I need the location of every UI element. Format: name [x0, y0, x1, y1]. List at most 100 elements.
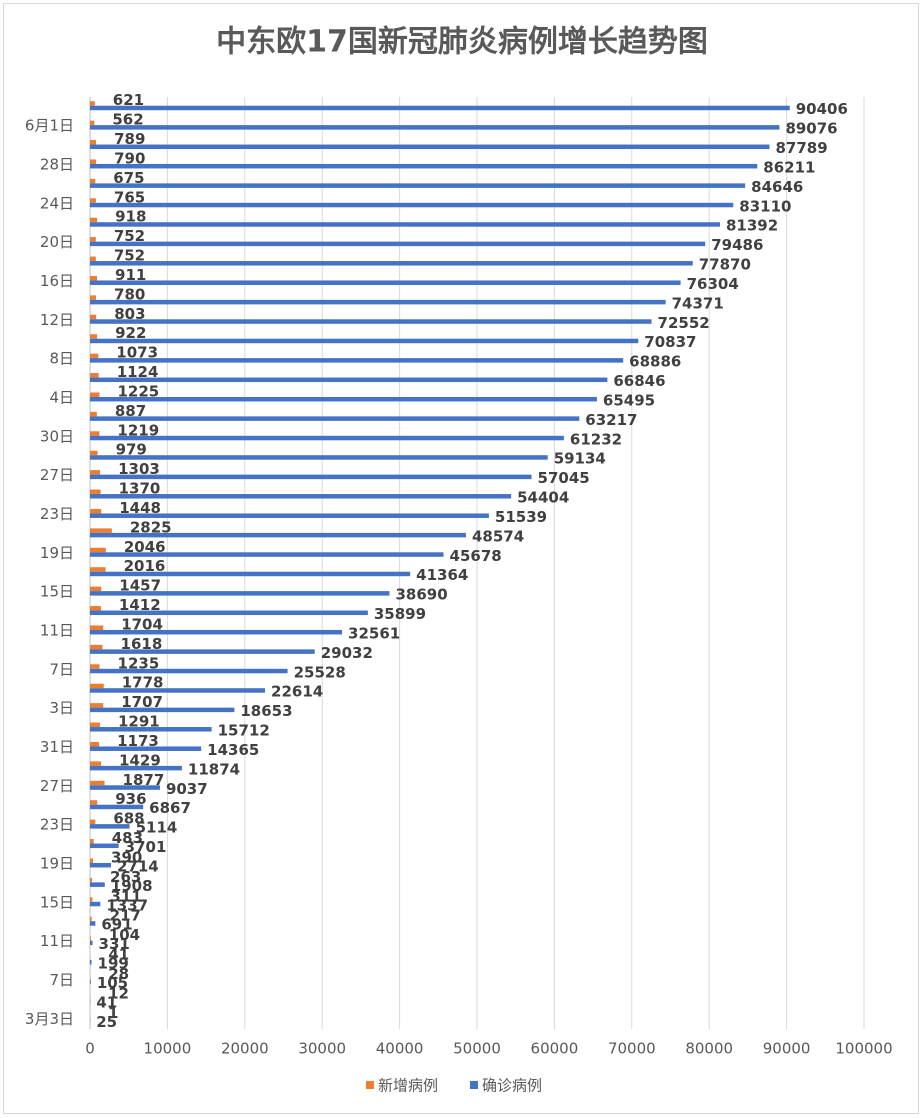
y-tick-label: 3日: [49, 699, 74, 717]
value-label: 28: [108, 965, 129, 983]
bar: [90, 163, 758, 169]
y-tick-label: 31日: [40, 738, 74, 756]
bar: [90, 120, 95, 126]
bar: [90, 916, 92, 922]
y-tick-label: 7日: [49, 971, 74, 989]
bar: [90, 785, 160, 790]
value-label: 81392: [726, 217, 778, 235]
bar: [90, 649, 315, 654]
value-label: 1778: [122, 674, 164, 692]
bar: [90, 411, 97, 417]
bar: [90, 392, 100, 397]
x-tick-label: 40000: [376, 1040, 424, 1058]
bar: [90, 334, 98, 339]
bar: [90, 625, 104, 630]
bar: [90, 765, 182, 771]
bar: [90, 241, 706, 247]
value-label: 311: [110, 887, 141, 905]
bar: [90, 688, 266, 693]
bar: [90, 377, 608, 383]
bar: [90, 338, 639, 344]
value-label: 83110: [739, 197, 791, 215]
value-label: 77870: [699, 256, 751, 274]
value-label: 3701: [125, 838, 167, 856]
value-label: 59134: [554, 450, 606, 468]
value-label: 922: [115, 324, 146, 342]
value-label: 74371: [672, 294, 724, 312]
bar: [90, 101, 95, 106]
value-label: 752: [114, 247, 145, 265]
bar: [90, 877, 93, 883]
value-label: 1235: [118, 654, 160, 672]
value-label: 6867: [149, 799, 191, 817]
value-label: 90406: [796, 100, 848, 118]
value-label: 87789: [775, 139, 827, 157]
value-label: 918: [115, 208, 146, 226]
value-label: 76304: [687, 275, 739, 293]
bar: [90, 373, 99, 378]
bar: [90, 125, 780, 130]
bar: [90, 819, 96, 825]
bar: [90, 144, 770, 150]
bar: [90, 450, 98, 456]
bar: [90, 217, 98, 223]
bar: [90, 489, 101, 495]
bar: [90, 513, 489, 518]
x-tick-label: 80000: [685, 1040, 733, 1058]
value-label: 32561: [348, 624, 400, 642]
value-label: 15712: [218, 722, 270, 740]
bar: [90, 222, 720, 227]
bar: [90, 843, 119, 849]
y-tick-label: 15日: [40, 893, 74, 911]
y-tick-label: 7日: [49, 660, 74, 678]
value-label: 1370: [119, 480, 161, 498]
y-tick-label: 27日: [40, 466, 74, 484]
value-label: 70837: [644, 333, 696, 351]
bar: [90, 940, 93, 946]
value-label: 54404: [517, 489, 569, 507]
x-tick-label: 60000: [531, 1040, 579, 1058]
value-label: 1412: [119, 596, 161, 614]
value-label: 104: [109, 926, 140, 944]
bar: [90, 664, 100, 669]
bar: [90, 591, 390, 596]
bar: [90, 416, 580, 421]
value-label: 41: [96, 993, 117, 1011]
chart-title: 中东欧17国新冠肺炎病例增长趋势图: [216, 25, 708, 60]
bar: [90, 882, 105, 887]
bar: [90, 727, 212, 732]
value-label: 22614: [271, 683, 323, 701]
value-label: 89076: [785, 120, 837, 138]
bar: [90, 105, 790, 111]
y-tick-label: 11日: [40, 621, 74, 639]
value-label: 675: [113, 169, 144, 187]
bar: [90, 824, 130, 829]
value-label: 621: [113, 91, 144, 109]
bar: [90, 858, 94, 863]
value-label: 1291: [118, 713, 160, 731]
bar: [90, 353, 99, 359]
bar: [90, 358, 624, 363]
bar: [90, 901, 101, 907]
value-label: 38690: [395, 586, 447, 604]
bar: [90, 431, 100, 436]
value-label: 25528: [294, 663, 346, 681]
bar: [90, 237, 96, 242]
bar: [90, 178, 96, 184]
value-label: 66846: [613, 372, 665, 390]
bar: [90, 396, 597, 402]
bar: [90, 571, 411, 577]
value-label: 789: [114, 130, 145, 148]
value-label: 2016: [124, 557, 166, 575]
value-label: 18653: [240, 702, 292, 720]
x-tick-label: 70000: [608, 1040, 656, 1058]
value-label: 41: [108, 946, 129, 964]
bar: [90, 532, 466, 538]
y-tick-label: 11日: [40, 932, 74, 950]
value-label: 1429: [119, 751, 161, 769]
value-label: 217: [110, 907, 141, 925]
y-tick-label: 30日: [40, 427, 74, 445]
value-label: 1704: [121, 615, 163, 633]
bar: [90, 567, 106, 572]
bar: [90, 804, 144, 810]
